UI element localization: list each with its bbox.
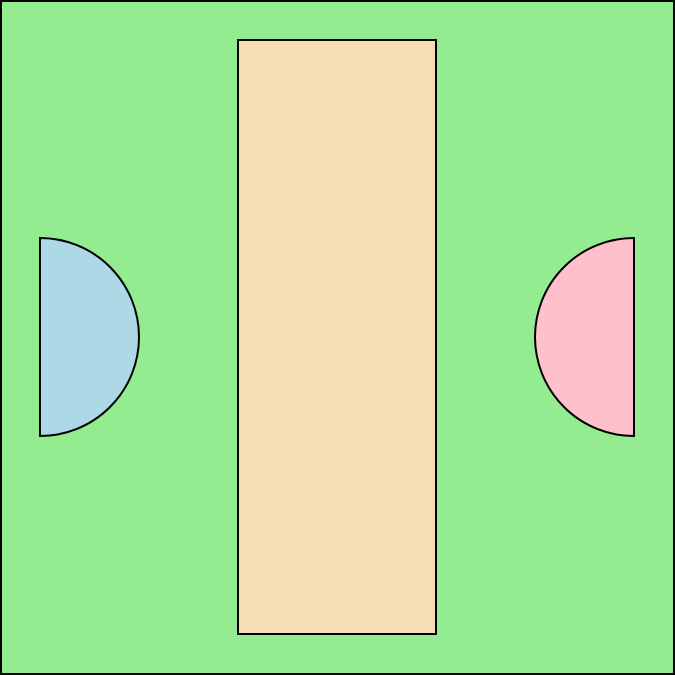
central-pitch xyxy=(237,39,437,635)
right-semicircle xyxy=(534,236,635,438)
left-semicircle xyxy=(39,236,140,438)
